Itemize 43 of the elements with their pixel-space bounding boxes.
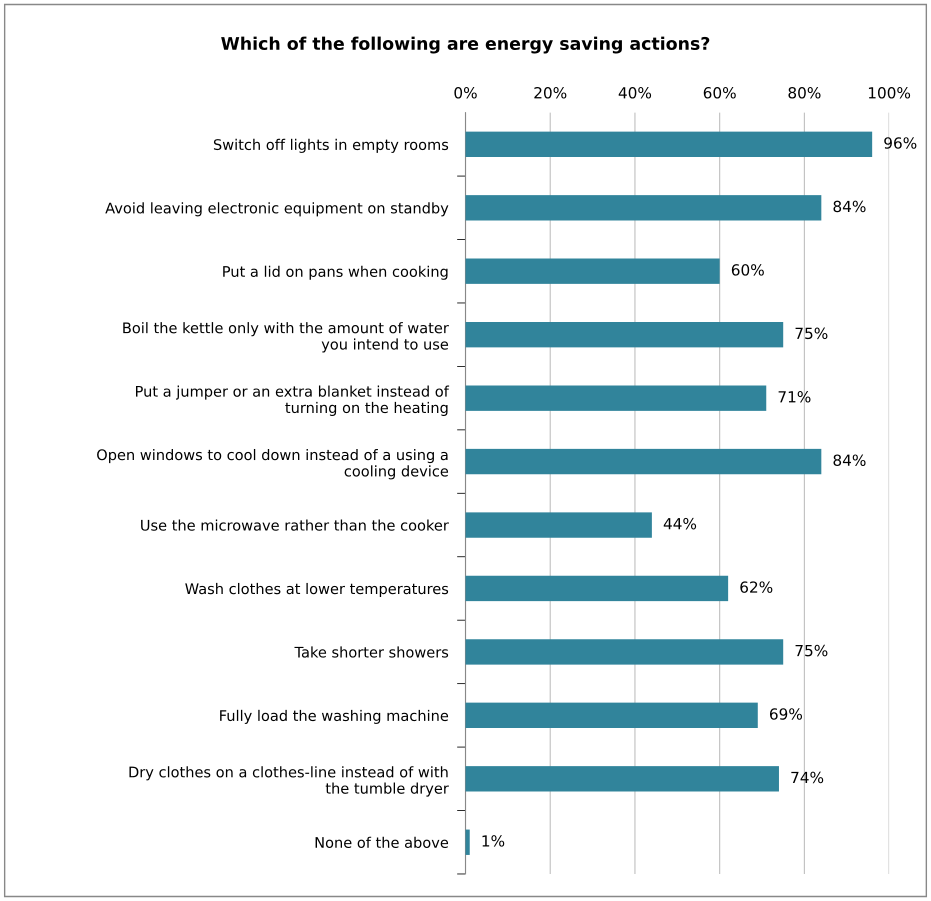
y-tick-label: Boil the kettle only with the amount of water you intend to use — [123, 322, 449, 353]
bar — [466, 830, 470, 855]
y-tick-label: Put a jumper or an extra blanket instead of turning on the heating — [136, 386, 450, 416]
data-label: 84% — [833, 200, 866, 212]
bar — [466, 385, 766, 411]
x-tick-label: 60% — [704, 87, 736, 99]
bar — [466, 258, 720, 284]
y-tick-label: Put a lid on pans when cooking — [223, 266, 448, 280]
data-label: 62% — [740, 581, 772, 593]
y-tick-label: Dry clothes on a clothes-line instead of with the tumble dryer — [129, 766, 449, 797]
bar — [466, 702, 758, 728]
bar — [466, 132, 872, 158]
y-tick-label: Fully load the washing machine — [220, 710, 448, 724]
bar — [466, 448, 822, 474]
y-tick-label: Avoid leaving electronic equipment on standby — [105, 202, 448, 216]
chart-title: Which of the following are energy saving actions? — [221, 36, 710, 54]
y-tick-label: Open windows to cool down instead of a using a cooling device — [97, 448, 448, 480]
data-label: 84% — [833, 454, 866, 466]
data-label: 75% — [796, 644, 828, 656]
data-label: 44% — [664, 518, 696, 530]
y-tick-label: Take shorter showers — [294, 646, 448, 658]
x-tick-label: 0% — [454, 87, 477, 99]
data-label: 74% — [791, 772, 824, 784]
x-tick-label: 80% — [788, 87, 821, 99]
data-label: 71% — [778, 391, 810, 403]
data-label: 75% — [796, 328, 828, 340]
data-label: 69% — [770, 708, 802, 720]
data-label: 1% — [482, 835, 504, 847]
bar — [466, 639, 784, 665]
y-tick-label: Switch off lights in empty rooms — [214, 138, 448, 153]
bar — [466, 576, 728, 602]
bar — [466, 195, 822, 220]
y-tick-label: Wash clothes at lower temperatures — [185, 582, 448, 598]
data-label: 96% — [884, 137, 916, 149]
y-tick-label: None of the above — [316, 836, 448, 848]
data-label: 60% — [732, 264, 764, 276]
bar — [466, 512, 652, 538]
x-tick-label: 20% — [534, 87, 566, 99]
bar — [466, 322, 784, 348]
y-tick-label: Use the microwave rather than the cooker — [141, 519, 449, 531]
x-tick-label: 40% — [618, 87, 652, 99]
x-tick-label: 100% — [868, 87, 910, 99]
bar — [466, 766, 779, 792]
